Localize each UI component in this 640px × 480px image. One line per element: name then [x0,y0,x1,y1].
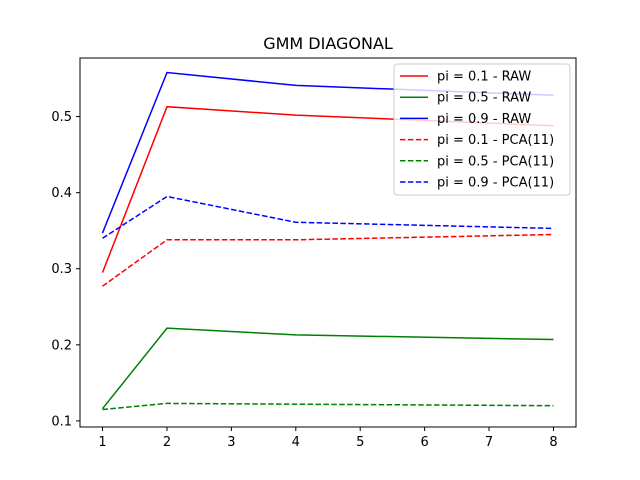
y-tick-label: 0.1 [51,414,72,429]
y-tick-label: 0.5 [51,110,72,125]
legend-entry: pi = 0.5 - PCA(11) [437,154,554,169]
series-line-2 [101,327,554,410]
y-tick-label: 0.3 [51,262,72,277]
chart-title: GMM DIAGONAL [263,34,393,53]
x-tick-label: 5 [356,435,364,450]
x-tick-label: 3 [227,435,235,450]
legend-entry: pi = 0.1 - PCA(11) [437,133,554,148]
y-tick-label: 0.2 [51,338,72,353]
legend-box [393,63,571,196]
series-line-4 [102,233,554,287]
x-tick-label: 2 [163,435,171,450]
legend-entry: pi = 0.9 - PCA(11) [437,176,554,191]
x-tick-label: 6 [420,435,428,450]
legend-entry: pi = 0.5 - RAW [437,91,531,106]
plot-frame [79,57,577,428]
y-axis: 0.1 0.2 0.3 0.4 0.5 [51,110,80,429]
x-tick-label: 7 [485,435,493,450]
series-line-5 [102,402,554,411]
x-axis: 1 2 3 4 5 6 7 8 [98,427,558,450]
series-line-6 [102,195,554,239]
x-tick-label: 8 [549,435,557,450]
x-tick-label: 4 [292,435,300,450]
y-tick-label: 0.4 [51,186,72,201]
legend-entry: pi = 0.9 - RAW [437,112,531,127]
legend: pi = 0.1 - RAW pi = 0.5 - RAW pi = 0.9 - R… [393,63,571,196]
legend-entry: pi = 0.1 - RAW [437,70,531,85]
x-tick-label: 1 [98,435,106,450]
